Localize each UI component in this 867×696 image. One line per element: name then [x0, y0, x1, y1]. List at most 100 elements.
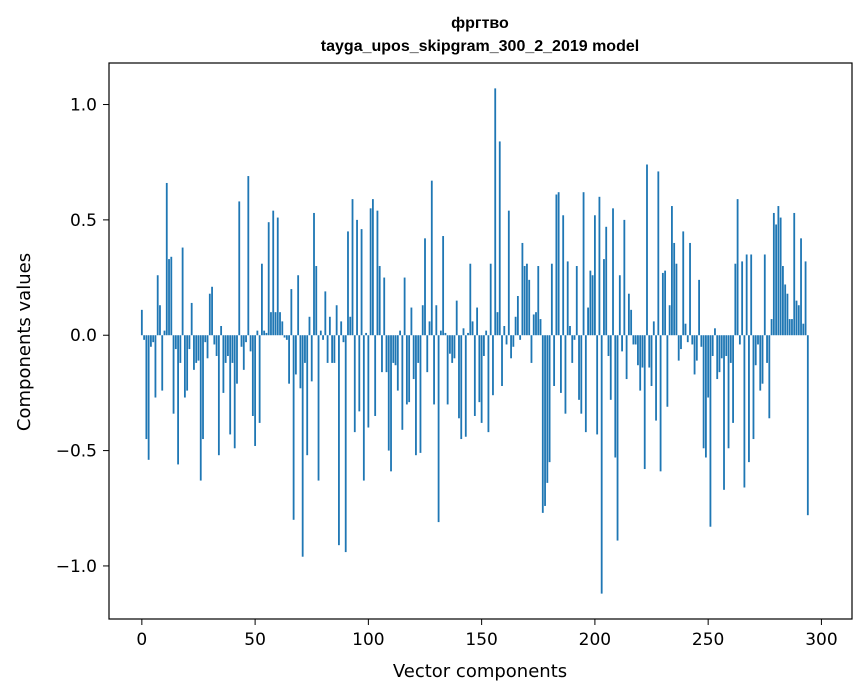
bar-76	[313, 212, 315, 336]
bar-209	[614, 335, 617, 458]
bar-38	[227, 335, 229, 356]
bar-240	[684, 323, 687, 336]
bar-208	[612, 208, 614, 336]
bar-116	[403, 277, 406, 336]
bar-180	[548, 335, 551, 463]
x-tick-label-200: 200	[579, 630, 611, 650]
bar-171	[528, 279, 531, 336]
bar-33	[215, 335, 218, 356]
bar-234	[671, 206, 673, 336]
bar-71	[301, 335, 304, 557]
bar-161	[505, 335, 508, 345]
bar-110	[390, 335, 392, 472]
x-tick-label-0: 0	[136, 630, 147, 650]
bar-238	[680, 335, 682, 350]
bar-287	[791, 319, 793, 336]
bar-125	[424, 238, 426, 336]
bar-193	[578, 335, 580, 400]
bar-5	[152, 335, 155, 343]
bar-75	[310, 335, 313, 382]
bar-140	[458, 335, 460, 419]
bar-100	[367, 335, 370, 428]
bar-72	[304, 335, 306, 363]
bar-60	[276, 217, 279, 336]
bar-281	[777, 206, 780, 336]
bar-289	[795, 300, 798, 336]
bar-28	[204, 335, 207, 343]
bar-242	[689, 242, 691, 336]
bar-219	[637, 335, 639, 366]
bar-284	[784, 284, 787, 336]
bar-141	[460, 335, 463, 440]
bar-153	[487, 335, 490, 433]
bar-273	[759, 335, 762, 391]
bar-176	[539, 319, 542, 336]
bar-274	[761, 335, 764, 384]
bar-181	[550, 263, 553, 336]
bar-165	[514, 316, 517, 336]
bar-27	[202, 335, 204, 440]
bar-132	[439, 330, 442, 336]
bar-150	[480, 335, 483, 423]
bar-133	[442, 236, 445, 336]
x-tick-label-50: 50	[244, 630, 266, 650]
plot-frame	[108, 62, 853, 620]
bar-25	[197, 335, 200, 361]
bar-285	[786, 293, 789, 336]
bar-136	[449, 335, 451, 354]
bar-264	[738, 335, 741, 345]
bar-93	[351, 199, 354, 336]
bar-203	[600, 335, 603, 594]
bar-39	[229, 335, 232, 435]
bar-111	[392, 335, 395, 363]
bar-130	[435, 305, 438, 336]
bar-32	[213, 335, 216, 345]
bar-8	[159, 305, 161, 336]
bar-260	[729, 335, 732, 363]
bar-30	[208, 293, 211, 336]
bar-243	[691, 335, 694, 345]
bar-77	[315, 266, 318, 336]
bar-85	[333, 335, 336, 363]
bar-291	[800, 238, 802, 336]
bar-11	[165, 182, 168, 336]
bar-36	[222, 335, 225, 393]
bar-124	[421, 305, 424, 336]
bar-250	[707, 335, 710, 398]
y-tick-label-1: −0.5	[56, 442, 97, 462]
bar-202	[598, 196, 601, 336]
bar-115	[401, 335, 404, 430]
bar-91	[347, 231, 349, 336]
bar-47	[247, 176, 250, 336]
bar-214	[625, 335, 628, 380]
bar-211	[618, 275, 621, 336]
bar-290	[797, 305, 800, 336]
bar-283	[782, 266, 784, 336]
bar-232	[666, 335, 669, 407]
bar-272	[757, 335, 759, 345]
bar-160	[503, 326, 506, 336]
bar-259	[727, 335, 730, 449]
bar-105	[378, 266, 381, 336]
bar-277	[768, 335, 771, 419]
bar-117	[405, 335, 408, 405]
bar-131	[437, 335, 440, 523]
bar-228	[657, 171, 660, 336]
bar-43	[238, 201, 241, 336]
bar-9	[161, 335, 164, 391]
y-axis-label: Components values	[14, 253, 35, 431]
bar-22	[190, 302, 193, 336]
bar-35	[220, 326, 223, 336]
bar-34	[217, 335, 220, 456]
bar-265	[741, 261, 744, 336]
bar-185	[560, 335, 562, 393]
x-tick-label-250: 250	[692, 630, 724, 650]
bar-123	[419, 335, 422, 453]
bar-270	[752, 335, 755, 440]
bar-173	[532, 314, 535, 336]
bar-196	[584, 335, 587, 433]
bar-63	[283, 335, 286, 338]
bar-239	[682, 231, 685, 336]
bar-177	[541, 335, 544, 513]
bar-74	[308, 316, 311, 336]
